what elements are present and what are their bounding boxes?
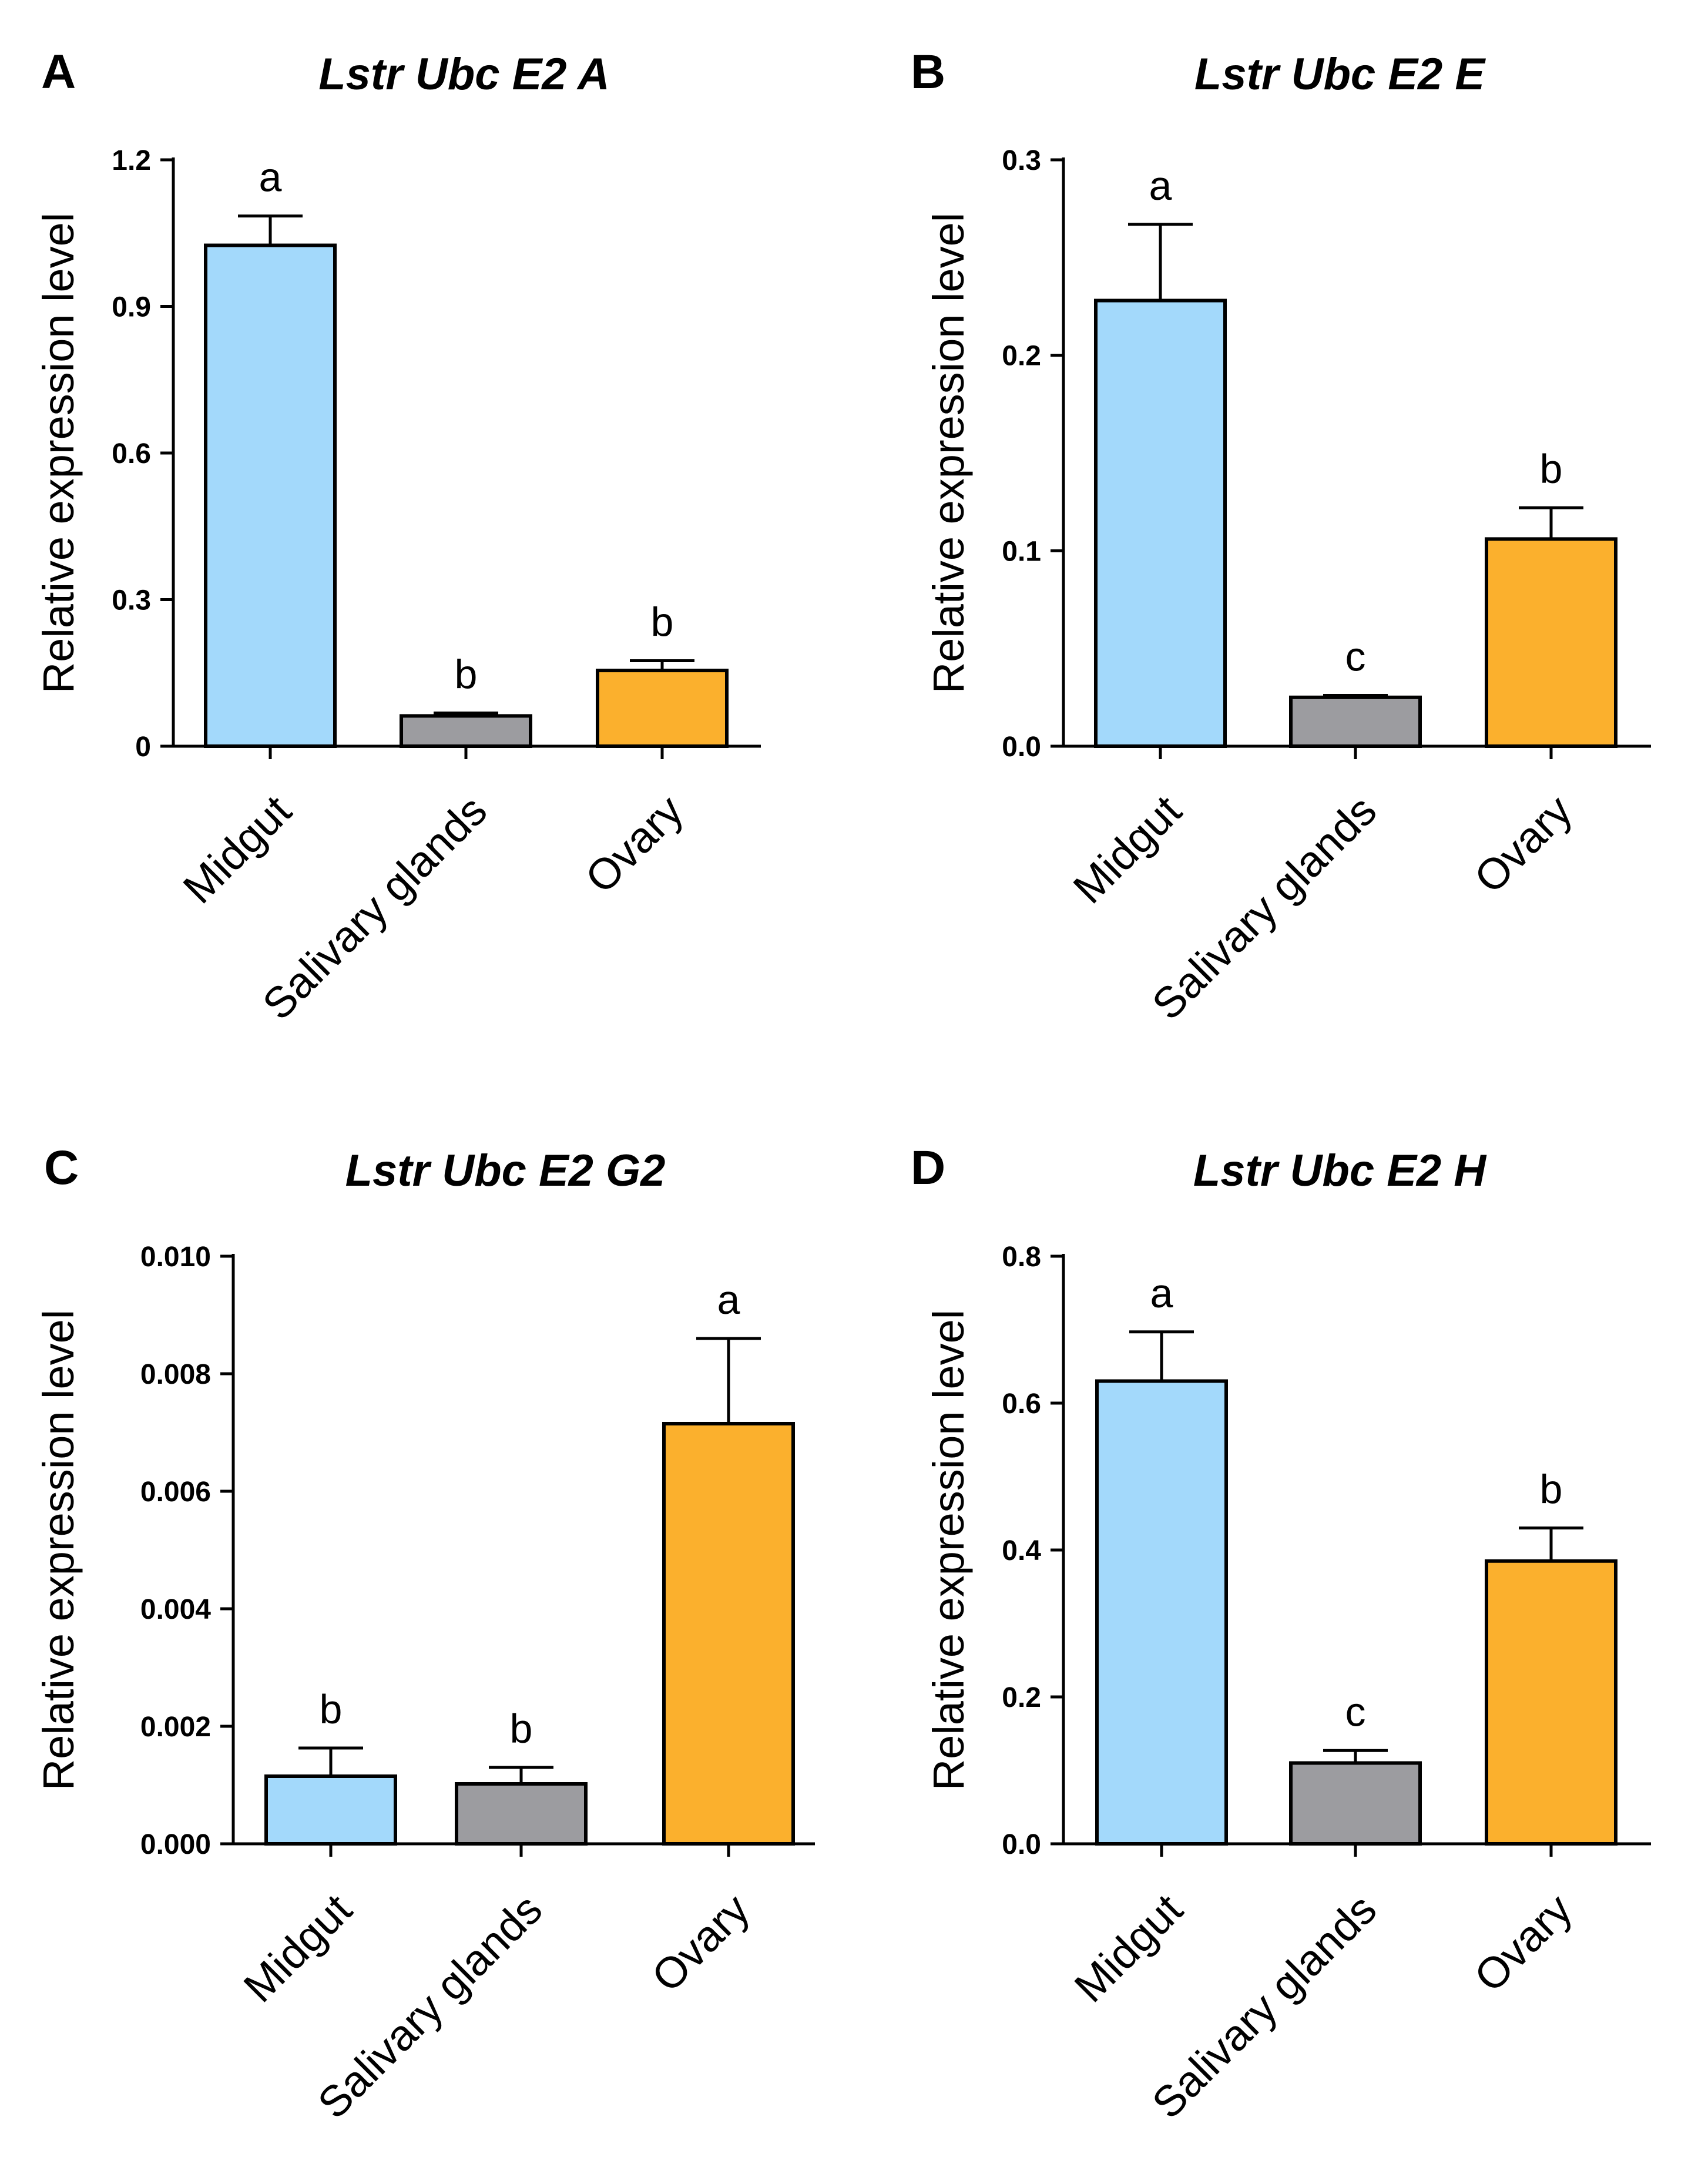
significance-label-a-0: a (259, 155, 282, 200)
y-tick-label-c-1: 0.002 (140, 1712, 211, 1743)
panel-letter-a: A (41, 45, 76, 99)
chart-panel-c: C Lstr Ubc E2 G2 Relative expression level… (34, 1141, 815, 2128)
chart-panel-b: B Lstr Ubc E2 E Relative expression level 0… (911, 45, 1651, 1029)
y-tick-label-b-2: 0.2 (1002, 341, 1041, 372)
bar-b-0 (1094, 298, 1227, 748)
significance-label-d-0: a (1150, 1270, 1173, 1316)
significance-label-b-1: c (1345, 634, 1366, 680)
chart-title-b: Lstr Ubc E2 E (1194, 49, 1486, 99)
bar-d-1 (1289, 1761, 1422, 1846)
significance-label-a-1: b (455, 651, 478, 697)
bar-a-1 (400, 714, 532, 748)
x-tick-label-b-0: Midgut (1064, 786, 1191, 912)
y-tick-label-d-1: 0.2 (1002, 1682, 1041, 1713)
significance-label-a-2: b (651, 599, 674, 645)
y-tick-label-c-4: 0.008 (140, 1359, 211, 1390)
y-tick-label-d-0: 0.0 (1002, 1829, 1041, 1860)
y-tick-label-a-0: 0 (135, 732, 151, 763)
y-tick-label-a-3: 0.9 (112, 292, 151, 323)
significance-label-d-2: b (1540, 1467, 1563, 1512)
y-tick-label-c-3: 0.006 (140, 1477, 211, 1508)
y-tick-label-a-2: 0.6 (112, 438, 151, 469)
x-tick-label-a-2: Ovary (576, 786, 692, 903)
y-tick-label-d-2: 0.4 (1002, 1535, 1041, 1566)
x-tick-label-d-0: Midgut (1065, 1884, 1192, 2011)
significance-label-c-1: b (510, 1706, 533, 1752)
x-tick-label-c-0: Midgut (234, 1884, 361, 2011)
bar-a-2 (596, 669, 729, 749)
y-tick-label-c-0: 0.000 (140, 1829, 211, 1860)
bar-c-1 (455, 1782, 588, 1846)
chart-title-a: Lstr Ubc E2 A (318, 49, 610, 99)
y-tick-label-b-1: 0.1 (1002, 536, 1041, 567)
panel-letter-c: C (44, 1141, 79, 1195)
y-tick-label-b-3: 0.3 (1002, 145, 1041, 176)
bar-d-0 (1095, 1379, 1228, 1846)
significance-label-d-1: c (1345, 1689, 1366, 1735)
chart-panel-a: A Lstr Ubc E2 A Relative expression level 0… (34, 45, 761, 1029)
y-tick-label-c-5: 0.010 (140, 1242, 211, 1273)
bar-d-2 (1485, 1559, 1617, 1846)
x-tick-label-b-2: Ovary (1465, 786, 1581, 903)
y-tick-label-d-4: 0.8 (1002, 1242, 1041, 1273)
y-tick-label-b-0: 0.0 (1002, 732, 1041, 763)
y-axis-label-d: Relative expression level (924, 1310, 973, 1791)
x-tick-label-d-2: Ovary (1465, 1885, 1581, 2001)
bar-c-0 (264, 1774, 397, 1846)
significance-label-b-2: b (1540, 446, 1563, 492)
panel-letter-d: D (911, 1141, 945, 1195)
bar-b-2 (1485, 537, 1617, 749)
significance-label-c-0: b (320, 1686, 343, 1732)
y-axis-label-a: Relative expression level (34, 213, 83, 694)
chart-title-d: Lstr Ubc E2 H (1193, 1146, 1487, 1196)
bar-a-0 (204, 243, 337, 748)
y-tick-label-d-3: 0.6 (1002, 1388, 1041, 1420)
significance-label-b-0: a (1149, 163, 1172, 209)
chart-title-c: Lstr Ubc E2 G2 (345, 1146, 666, 1196)
x-tick-label-c-2: Ovary (642, 1885, 759, 2001)
x-tick-label-a-0: Midgut (174, 786, 301, 912)
y-axis-label-c: Relative expression level (34, 1310, 83, 1791)
significance-label-c-2: a (717, 1277, 740, 1323)
y-tick-label-c-2: 0.004 (140, 1594, 211, 1625)
panel-letter-b: B (911, 45, 945, 99)
y-tick-label-a-1: 0.3 (112, 585, 151, 616)
bar-b-1 (1289, 695, 1422, 749)
chart-panel-d: D Lstr Ubc E2 H Relative expression level 0… (911, 1141, 1651, 2128)
y-tick-label-a-4: 1.2 (112, 145, 151, 176)
bar-c-2 (662, 1422, 795, 1846)
y-axis-label-b: Relative expression level (924, 213, 973, 694)
